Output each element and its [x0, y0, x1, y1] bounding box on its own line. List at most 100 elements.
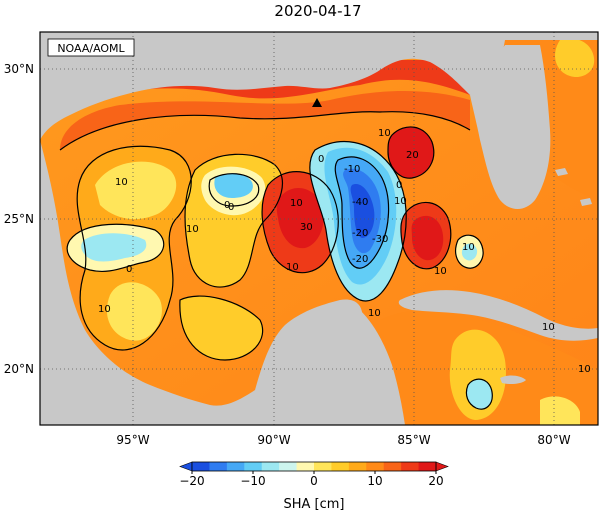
colorbar-arrow-high: [435, 461, 449, 472]
gridlines: [40, 32, 598, 425]
west-anomaly-south: [106, 282, 162, 341]
contour-label: -40: [352, 197, 368, 208]
colorbar-swatch: [418, 462, 437, 471]
atlantic-eddy: [555, 38, 595, 78]
contour-label: -30: [372, 234, 388, 245]
contour-north-shelf: [59, 111, 471, 151]
contour-label: -10: [344, 164, 360, 175]
contour-caribbean: [465, 378, 493, 410]
colorbar-swatch: [261, 462, 280, 471]
contour-southwest: [179, 295, 264, 361]
triangle-marker: [312, 98, 322, 107]
cuba-land: [398, 290, 598, 341]
colorbar-swatch: [314, 462, 332, 471]
contour-west-zero: [66, 223, 165, 273]
bahamas-island-2: [520, 158, 532, 166]
south-east-anomaly: [540, 396, 580, 425]
contour-label: 0: [224, 200, 230, 211]
contour-warm-se: [400, 201, 452, 270]
contour-label: 0: [126, 264, 132, 275]
jamaica-land: [500, 375, 526, 384]
lon-label-80w: 80°W: [537, 433, 570, 447]
lat-label-20n: 20°N: [4, 362, 34, 376]
map-title: 2020-04-17: [274, 2, 361, 20]
contour-central-zero: [208, 173, 260, 207]
bahamas-island-3: [580, 198, 592, 206]
small-cold-eddy-core: [461, 243, 478, 261]
contour-label: 10: [286, 262, 299, 273]
yucatan-land: [255, 299, 362, 390]
colorbar-arrow-low: [179, 461, 193, 472]
contour-warm-ne: [387, 126, 435, 179]
contour-small-eddy: [455, 234, 484, 269]
colorbar-ticks: −20 −10 0 10 20: [179, 474, 443, 488]
contour-labels: 10 0 10 10 10 0 10 -10 0 10 -40 -30 -20 …: [98, 128, 591, 375]
central-america-land: [360, 310, 405, 425]
contour-label: 10: [368, 308, 381, 319]
lon-label-90w: 90°W: [257, 433, 290, 447]
us-land: [40, 32, 598, 140]
caribbean-cold-eddy: [466, 379, 493, 410]
florida-land: [470, 45, 551, 209]
warm-eddy-west-core: [276, 187, 324, 249]
contour-label: 10: [290, 198, 303, 209]
central-cold-eddy: [214, 173, 253, 198]
contour-label: 10: [186, 224, 199, 235]
map-frame: [39, 31, 599, 426]
north-shelf-band: [60, 91, 470, 150]
lat-label-25n: 25°N: [4, 212, 34, 226]
colorbar-label: SHA [cm]: [283, 497, 344, 512]
lon-label-85w: 85°W: [397, 433, 430, 447]
contour-label: 0: [228, 202, 234, 213]
contour-label: -20: [352, 228, 368, 239]
colorbar-swatch: [209, 462, 228, 471]
colorbar-swatch: [192, 462, 210, 471]
contour-label: 10: [462, 242, 475, 253]
colorbar-swatch: [296, 462, 315, 471]
colorbar-swatch: [226, 462, 245, 471]
contour-label: 20: [406, 150, 419, 161]
colorbar-swatch: [348, 462, 367, 471]
colorbar-swatch: [383, 462, 402, 471]
colorbar-tick-label: −10: [240, 474, 265, 488]
contour-central: [184, 153, 284, 288]
lon-label-95w: 95°W: [116, 433, 149, 447]
warm-eddy-north-east: [388, 126, 434, 179]
contour-label: 10: [115, 177, 128, 188]
contour-cold-eddy-inner: [334, 156, 390, 269]
west-cold-eddy-core: [81, 233, 147, 262]
contour-label: 10: [434, 266, 447, 277]
contour-cold-eddy: [309, 141, 407, 302]
contour-label: 10: [394, 196, 407, 207]
map-area: 10 0 10 10 10 0 10 -10 0 10 -40 -30 -20 …: [40, 32, 598, 425]
colorbar-swatch: [401, 462, 420, 471]
colorbar-tick-label: 20: [428, 474, 443, 488]
credit-label: NOAA/AOML: [57, 42, 125, 55]
colorbar-tick-label: 0: [310, 474, 318, 488]
colorbar-swatch: [244, 462, 263, 471]
west-anomaly-north: [95, 161, 177, 220]
bahamas-island-1: [555, 168, 568, 176]
contour-warm-west: [261, 171, 339, 274]
colorbar-tick-label: 10: [367, 474, 382, 488]
southwest-anomaly: [179, 296, 263, 360]
warm-eddy-south-east-core: [411, 215, 444, 261]
contour-lines: [59, 111, 493, 410]
colorbar-swatch: [331, 462, 350, 471]
contour-label: -20: [352, 254, 368, 265]
mexico-land: [40, 140, 360, 425]
lat-label-30n: 30°N: [4, 62, 34, 76]
credit-box: [47, 38, 135, 57]
contour-west: [76, 145, 192, 351]
colorbar-swatch: [366, 462, 385, 471]
colorbar-tick-label: −20: [179, 474, 204, 488]
contour-label: 0: [396, 180, 402, 191]
colorbar: [179, 461, 449, 474]
colorbar-swatch: [279, 462, 298, 471]
cold-eddy-core: [350, 184, 375, 238]
contour-label: 10: [378, 128, 391, 139]
contour-label: 10: [98, 304, 111, 315]
contour-label: 10: [542, 322, 555, 333]
contour-label: 0: [318, 154, 324, 165]
